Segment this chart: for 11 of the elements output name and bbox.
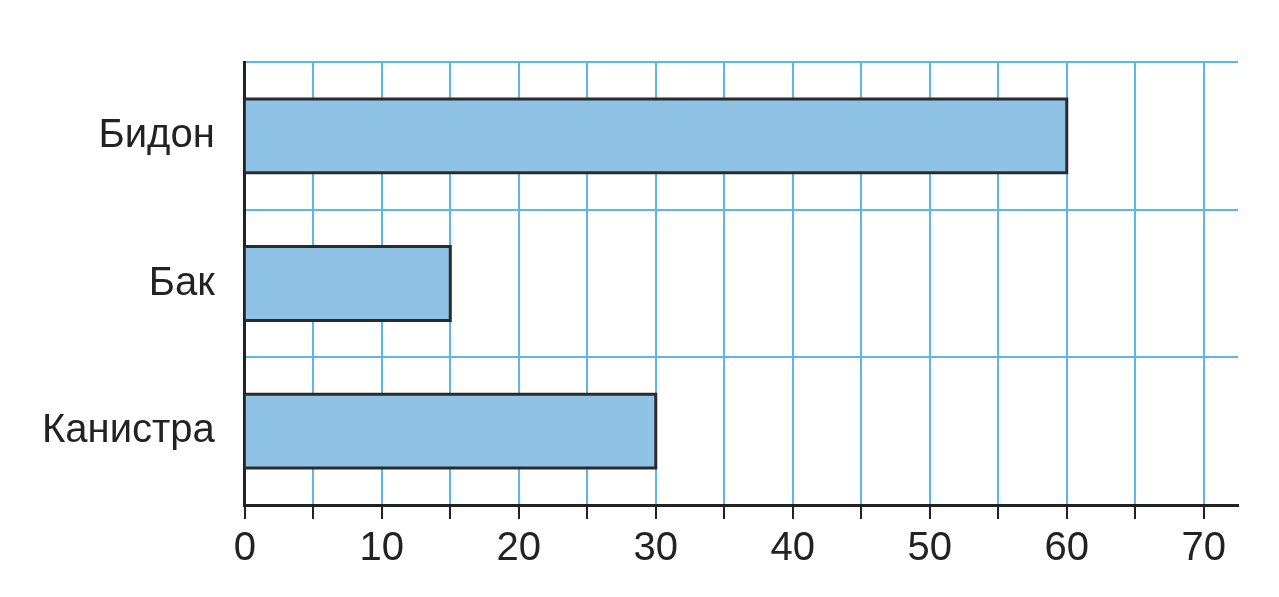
y-tick-label: Бак xyxy=(148,258,216,303)
x-tick-label: 20 xyxy=(496,524,542,569)
x-tick-label: 40 xyxy=(770,524,816,569)
x-tick-label: 10 xyxy=(359,524,405,569)
x-tick-label: 0 xyxy=(233,524,256,569)
x-tick-label: 30 xyxy=(633,524,679,569)
x-tick-label: 60 xyxy=(1044,524,1090,569)
x-tick-label: 70 xyxy=(1181,524,1226,569)
x-tick-label: 50 xyxy=(907,524,953,569)
y-tick-label: Бидон xyxy=(98,110,215,155)
y-tick-label: Канистра xyxy=(42,406,216,451)
